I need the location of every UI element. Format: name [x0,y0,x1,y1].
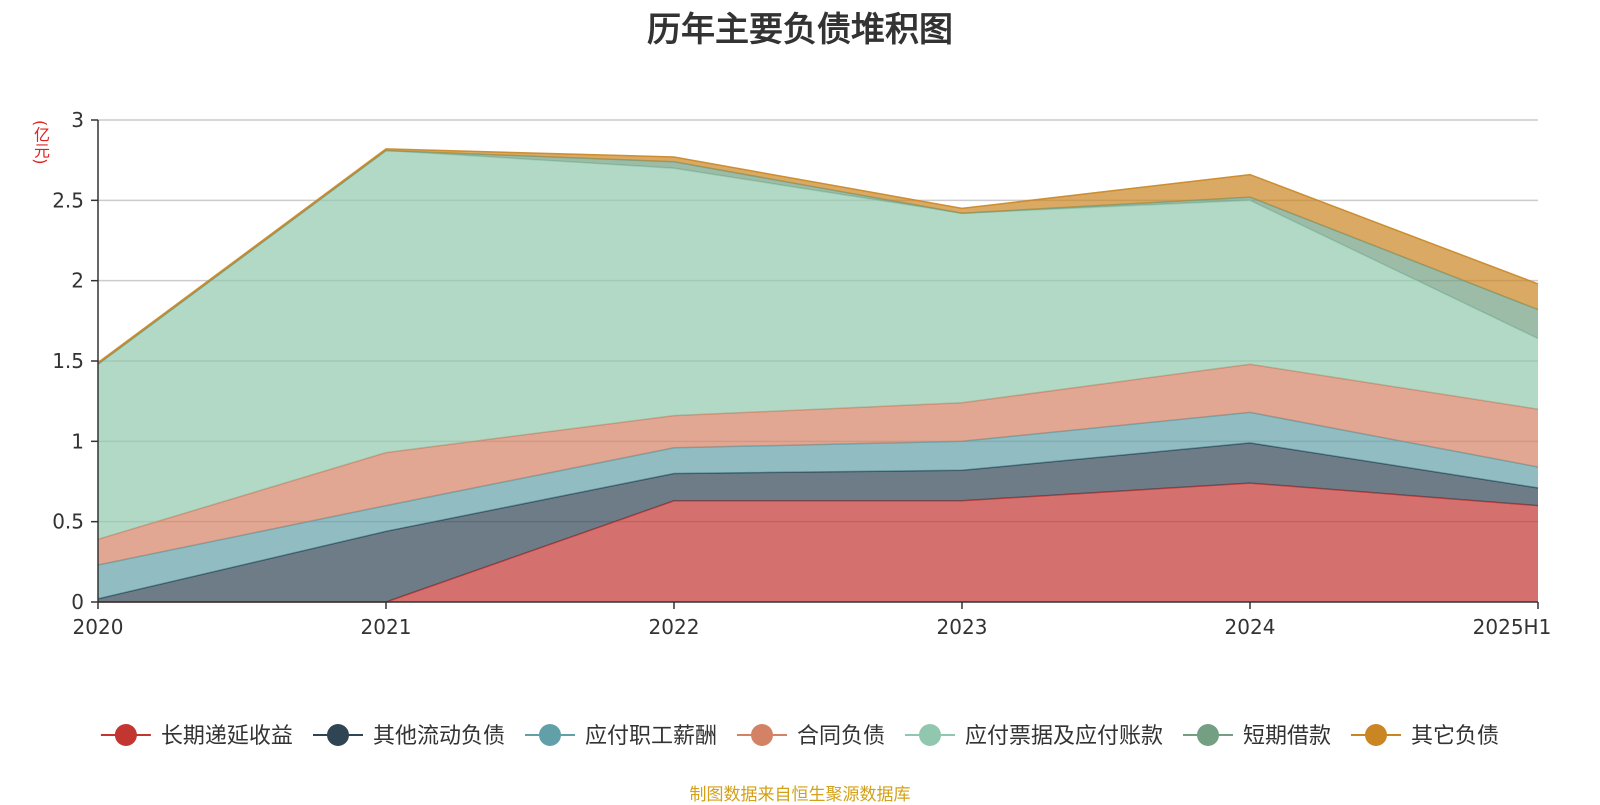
legend-label-3: 合同负债 [797,724,885,749]
y-axis-unit-label: (亿元) [31,120,50,165]
y-tick-label-0: 0 [71,590,84,614]
legend-marker-3 [751,724,773,746]
area-series-3 [98,364,1538,565]
x-tick-label-0: 2020 [73,615,124,639]
legend-item-3: 合同负债 [737,724,885,749]
legend-item-5: 短期借款 [1183,724,1331,749]
legend-item-6: 其它负债 [1351,724,1499,749]
x-tick-label-5: 2025H1 [1473,615,1552,639]
legend-label-0: 长期递延收益 [161,724,293,749]
legend-item-2: 应付职工薪酬 [525,724,717,749]
legend-marker-2 [539,724,561,746]
legend-label-6: 其它负债 [1411,724,1499,749]
legend-marker-1 [327,724,349,746]
axes: 0 0.5 1 1.5 2 2.5 3 2020 2021 2022 2023 2024 2025H1 [52,108,1551,639]
area-series-2 [98,412,1538,599]
y-tick-label-5: 2.5 [52,188,84,212]
y-tick-label-4: 2 [71,269,84,293]
legend-label-1: 其他流动负债 [373,724,505,749]
legend-marker-5 [1197,724,1219,746]
legend-label-2: 应付职工薪酬 [585,724,717,749]
legend-marker-6 [1365,724,1387,746]
area-series-1 [98,442,1538,602]
source-note: 制图数据来自恒生聚源数据库 [689,785,911,805]
x-tick-label-3: 2023 [937,615,988,639]
area-series-0 [98,483,1538,602]
chart-title: 历年主要负债堆积图 [647,10,953,50]
x-tick-label-1: 2021 [361,615,412,639]
area-series-4 [98,150,1538,540]
y-tick-label-3: 1.5 [52,349,84,373]
legend-marker-4 [919,724,941,746]
legend-item-4: 应付票据及应付账款 [905,724,1163,749]
legend: 长期递延收益 其他流动负债 应付职工薪酬 合同负债 应付票据及应付账款 短期借款 其它负债 [100,724,1499,749]
y-tick-label-2: 1 [71,429,84,453]
area-line-6 [97,148,1539,364]
legend-item-0: 长期递延收益 [100,724,293,749]
y-tick-label-6: 3 [71,108,84,132]
legend-marker-0 [114,724,137,746]
x-tick-label-2: 2022 [649,615,700,639]
area-series [97,148,1539,603]
legend-label-4: 应付票据及应付账款 [965,724,1163,749]
x-tick-label-4: 2024 [1225,615,1276,639]
legend-label-5: 短期借款 [1243,724,1331,749]
y-tick-label-1: 0.5 [52,510,84,534]
legend-item-1: 其他流动负债 [313,724,505,749]
